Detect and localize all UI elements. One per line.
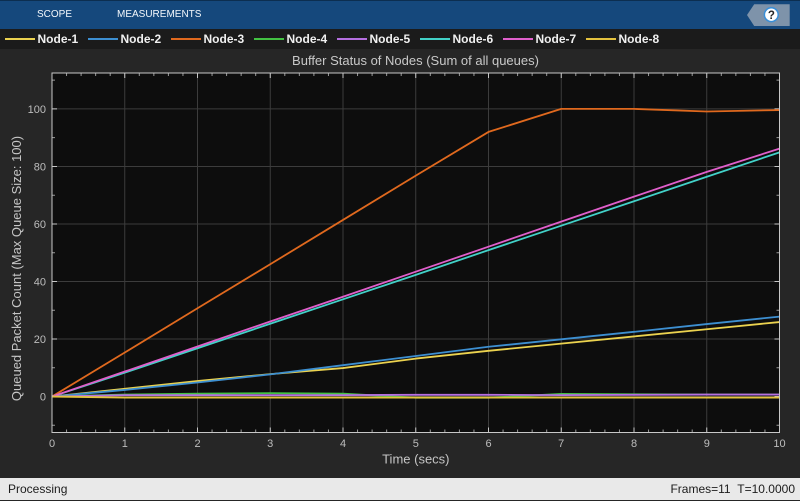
svg-text:4: 4 (340, 438, 346, 450)
svg-text:10: 10 (773, 438, 785, 450)
svg-text:8: 8 (631, 438, 637, 450)
svg-text:0: 0 (40, 392, 46, 404)
svg-text:Time (secs): Time (secs) (382, 452, 449, 467)
svg-text:Buffer Status of Nodes (Sum of: Buffer Status of Nodes (Sum of all queue… (292, 53, 539, 68)
svg-text:2: 2 (194, 438, 200, 450)
svg-text:3: 3 (267, 438, 273, 450)
svg-text:9: 9 (704, 438, 710, 450)
svg-text:1: 1 (122, 438, 128, 450)
svg-text:7: 7 (558, 438, 564, 450)
svg-text:80: 80 (34, 161, 46, 173)
svg-text:Queued Packet Count (Max Queue: Queued Packet Count (Max Queue Size: 100… (9, 136, 24, 401)
svg-text:?: ? (768, 10, 775, 22)
svg-text:5: 5 (413, 438, 419, 450)
svg-text:0: 0 (49, 438, 55, 450)
svg-text:60: 60 (34, 219, 46, 231)
svg-text:6: 6 (485, 438, 491, 450)
svg-text:20: 20 (34, 334, 46, 346)
svg-text:100: 100 (28, 104, 46, 116)
svg-text:40: 40 (34, 277, 46, 289)
